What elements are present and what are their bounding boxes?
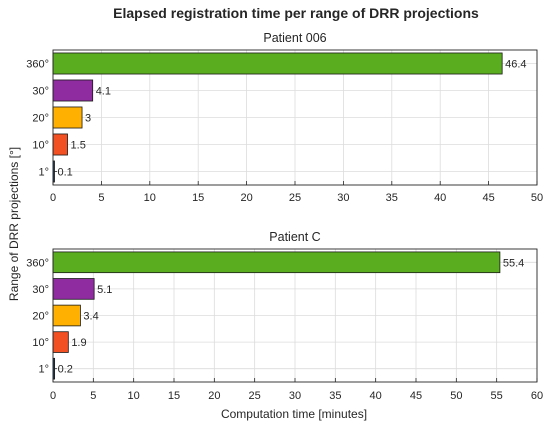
x-tick-label: 10 (128, 390, 140, 402)
x-tick-label: 50 (531, 192, 543, 204)
x-tick-label: 20 (208, 390, 220, 402)
y-tick-label: 10° (32, 140, 49, 152)
bar-360deg (52, 251, 501, 274)
x-tick-label: 0 (50, 390, 56, 402)
x-tick-label: 45 (482, 192, 494, 204)
x-tick-label: 35 (329, 390, 341, 402)
y-tick-label: 1° (38, 167, 49, 179)
y-tick-label: 360° (26, 59, 49, 71)
bar-30deg (52, 79, 94, 102)
y-tick-label: 360° (26, 257, 49, 269)
y-tick-label: 20° (32, 113, 49, 125)
figure-title: Elapsed registration time per range of D… (113, 5, 479, 21)
x-tick-label: 10 (144, 192, 156, 204)
y-tick-label: 1° (38, 364, 49, 376)
y-tick-label: 30° (32, 284, 49, 296)
x-tick-label: 25 (249, 390, 261, 402)
bar-value-label: 1.9 (71, 337, 86, 349)
subplot-title: Patient 006 (263, 31, 326, 45)
x-tick-label: 30 (289, 390, 301, 402)
axes-box (52, 248, 538, 383)
x-axis-label: Computation time [minutes] (221, 407, 367, 421)
bar-10deg (52, 331, 69, 353)
x-tick-label: 15 (192, 192, 204, 204)
y-tick-label: 10° (32, 337, 49, 349)
bar-10deg (52, 133, 68, 156)
x-tick-label: 5 (90, 390, 96, 402)
bar-value-label: 55.4 (503, 257, 524, 269)
x-tick-label: 55 (491, 390, 503, 402)
x-tick-label: 5 (98, 192, 104, 204)
bar-20deg (52, 304, 81, 327)
chart-panel-patient-c: Patient C 0 5 10 15 20 25 30 35 40 45 50 55 60 1° 10° 20… (26, 230, 543, 402)
y-axis-label: Range of DRR projections [°] (7, 147, 21, 301)
axes-box (52, 49, 538, 186)
x-tick-label: 40 (370, 390, 382, 402)
y-tick-label: 30° (32, 86, 49, 98)
x-tick-label: 45 (410, 390, 422, 402)
x-tick-label: 20 (240, 192, 252, 204)
bar-20deg (52, 106, 83, 129)
bar-30deg (52, 278, 95, 300)
x-tick-label: 50 (450, 390, 462, 402)
bar-value-label: 3.4 (83, 311, 98, 323)
bar-360deg (52, 52, 503, 75)
bar-value-label: 5.1 (97, 284, 112, 296)
x-tick-label: 35 (386, 192, 398, 204)
bar-value-label: 3 (85, 113, 91, 125)
bar-value-label: 0.2 (58, 364, 73, 376)
subplot-title: Patient C (269, 230, 320, 244)
bar-value-label: 46.4 (505, 59, 526, 71)
bar-value-label: 0.1 (58, 167, 73, 179)
x-tick-label: 0 (50, 192, 56, 204)
x-tick-label: 25 (289, 192, 301, 204)
bar-value-label: 1.5 (71, 140, 86, 152)
x-tick-label: 30 (337, 192, 349, 204)
x-tick-label: 15 (168, 390, 180, 402)
x-tick-label: 40 (434, 192, 446, 204)
y-tick-label: 20° (32, 311, 49, 323)
bar-value-label: 4.1 (96, 86, 111, 98)
chart-panel-patient-006: Patient 006 0 5 10 15 20 25 30 35 40 45 50 1° 10° 20° 3… (26, 31, 543, 204)
x-tick-label: 60 (531, 390, 543, 402)
